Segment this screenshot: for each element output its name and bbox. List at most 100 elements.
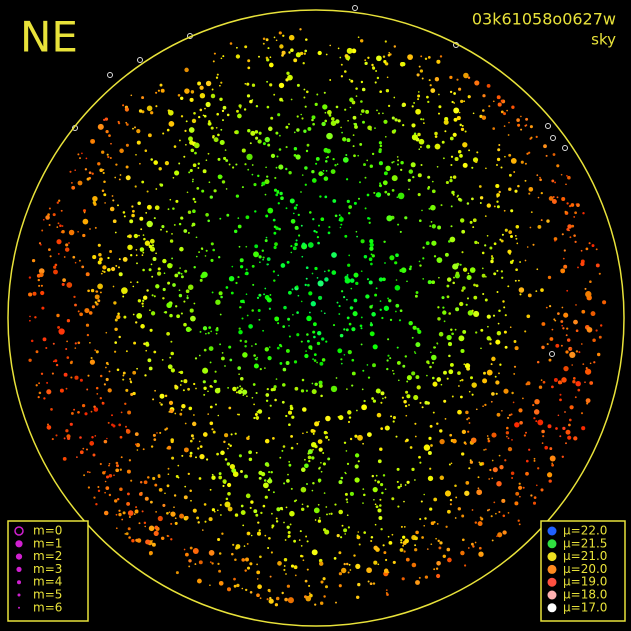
star bbox=[42, 218, 45, 221]
star bbox=[432, 381, 438, 387]
star bbox=[527, 293, 532, 298]
star bbox=[385, 62, 389, 66]
star bbox=[459, 379, 462, 382]
star bbox=[116, 368, 120, 372]
star bbox=[290, 446, 294, 450]
star bbox=[461, 229, 466, 234]
star bbox=[513, 340, 517, 343]
star bbox=[65, 387, 68, 390]
star bbox=[185, 289, 190, 294]
star bbox=[387, 53, 391, 57]
star bbox=[508, 252, 511, 255]
star bbox=[213, 189, 217, 193]
star bbox=[526, 314, 531, 319]
star bbox=[496, 412, 501, 417]
star bbox=[567, 175, 571, 180]
star bbox=[142, 299, 145, 302]
star bbox=[267, 143, 271, 147]
star bbox=[251, 309, 254, 312]
star bbox=[267, 488, 271, 492]
star bbox=[282, 383, 286, 387]
star bbox=[404, 538, 409, 544]
star bbox=[285, 146, 288, 149]
star bbox=[207, 121, 212, 126]
star bbox=[340, 290, 344, 293]
star bbox=[559, 435, 562, 438]
star bbox=[220, 57, 223, 60]
star bbox=[149, 500, 153, 504]
star bbox=[369, 331, 375, 337]
star bbox=[500, 270, 504, 273]
star bbox=[285, 414, 288, 418]
star bbox=[581, 426, 586, 431]
star bbox=[312, 330, 316, 334]
star bbox=[515, 225, 520, 229]
star bbox=[397, 192, 405, 200]
star bbox=[131, 539, 135, 543]
star bbox=[171, 233, 173, 235]
star bbox=[480, 347, 482, 350]
star bbox=[299, 530, 302, 533]
star bbox=[246, 436, 250, 441]
star bbox=[419, 461, 422, 464]
star bbox=[245, 293, 248, 296]
star bbox=[171, 456, 175, 460]
star bbox=[326, 432, 329, 434]
star bbox=[569, 236, 572, 239]
star bbox=[35, 384, 38, 387]
star bbox=[436, 343, 439, 345]
star bbox=[105, 377, 109, 382]
star bbox=[288, 290, 292, 295]
star bbox=[497, 148, 501, 152]
star bbox=[178, 139, 181, 142]
star bbox=[157, 515, 163, 522]
star bbox=[244, 272, 247, 275]
star bbox=[268, 126, 273, 132]
star bbox=[589, 280, 592, 283]
star bbox=[372, 582, 376, 585]
star bbox=[434, 135, 438, 138]
star bbox=[275, 520, 279, 523]
star bbox=[285, 506, 288, 509]
star bbox=[196, 516, 200, 520]
star bbox=[438, 105, 442, 109]
mu-symbol bbox=[547, 590, 557, 600]
star bbox=[385, 89, 390, 93]
star bbox=[55, 363, 59, 367]
star bbox=[422, 278, 425, 280]
star bbox=[475, 408, 478, 411]
star bbox=[37, 395, 40, 399]
star bbox=[337, 47, 340, 50]
star bbox=[77, 230, 79, 233]
star bbox=[237, 113, 242, 119]
star bbox=[366, 567, 372, 574]
star bbox=[233, 577, 236, 581]
star bbox=[525, 459, 529, 463]
star bbox=[162, 297, 165, 300]
star bbox=[437, 539, 440, 543]
star bbox=[311, 178, 317, 183]
star bbox=[202, 529, 204, 531]
star bbox=[52, 360, 55, 363]
star bbox=[321, 121, 326, 127]
star bbox=[170, 368, 176, 373]
star bbox=[438, 93, 440, 96]
star bbox=[562, 257, 565, 260]
star bbox=[367, 125, 372, 131]
star bbox=[507, 446, 513, 452]
star bbox=[411, 123, 416, 128]
star bbox=[312, 432, 315, 435]
star bbox=[449, 90, 453, 94]
star bbox=[276, 346, 280, 350]
star bbox=[461, 124, 464, 127]
star bbox=[548, 196, 554, 201]
star bbox=[326, 513, 328, 516]
star bbox=[225, 286, 229, 289]
star bbox=[91, 441, 94, 444]
star bbox=[202, 367, 209, 374]
star bbox=[368, 221, 371, 224]
star bbox=[417, 329, 422, 334]
star bbox=[396, 346, 399, 349]
star bbox=[160, 88, 165, 93]
star bbox=[274, 176, 277, 180]
